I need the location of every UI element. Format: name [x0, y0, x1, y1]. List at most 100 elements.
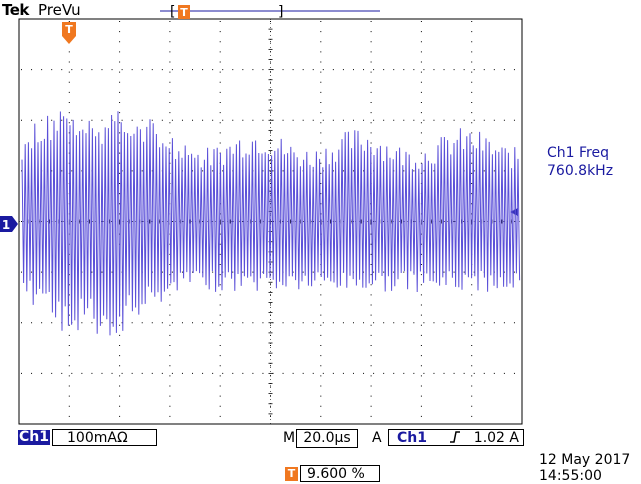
grid-dot	[169, 365, 171, 367]
grid-dot	[68, 142, 70, 144]
grid-dot	[420, 31, 422, 33]
grid-dot	[71, 170, 73, 172]
grid-dot	[270, 21, 271, 22]
ch1-indicator[interactable]: Ch1	[18, 429, 50, 445]
grid-dot	[161, 322, 163, 324]
grid-dot	[121, 119, 123, 121]
grid-dot	[320, 142, 322, 144]
grid-dot	[320, 334, 322, 336]
grid-dot	[320, 385, 322, 387]
trigger-readout[interactable]: Ch1 1.02 A	[388, 429, 524, 446]
grid-dot	[119, 415, 121, 417]
grid-dot	[232, 119, 234, 121]
grid-dot	[363, 372, 365, 374]
grid-dot	[403, 322, 405, 324]
grid-dot	[471, 122, 473, 124]
grid-dot	[68, 405, 70, 407]
grid-dot	[453, 271, 455, 273]
grid-dot	[403, 372, 405, 374]
grid-dot	[433, 170, 435, 172]
grid-dot	[219, 142, 221, 144]
grid-dot	[292, 69, 294, 71]
grid-dot	[202, 221, 204, 222]
ch1-ground-marker[interactable]: 1	[0, 216, 18, 232]
grid-dot	[219, 71, 221, 73]
grid-dot	[31, 372, 33, 374]
coupling-icon: Ω	[116, 430, 128, 446]
grid-dot	[270, 152, 271, 154]
grid-dot	[111, 372, 113, 374]
grid-dot	[513, 322, 515, 324]
grid-dot	[471, 132, 473, 134]
grid-dot	[302, 271, 304, 273]
grid-dot	[373, 69, 375, 71]
grid-dot	[463, 69, 465, 71]
grid-dot	[370, 243, 372, 245]
grid-dot	[101, 221, 103, 222]
grid-dot	[370, 71, 372, 73]
trigger-position-marker[interactable]: T	[62, 22, 76, 44]
grid-dot	[202, 170, 204, 172]
grid-dot	[71, 119, 73, 121]
grid-dot	[471, 112, 473, 114]
grid-dot	[169, 122, 171, 124]
grid-dot	[68, 81, 70, 83]
grid-dot	[68, 71, 70, 73]
grid-dot	[420, 334, 422, 336]
grid-dot	[121, 69, 123, 71]
grid-dot	[420, 61, 422, 63]
grid-dot	[91, 69, 93, 71]
grid-dot	[443, 271, 445, 273]
grid-dot	[31, 271, 33, 273]
grid-dot	[332, 119, 334, 121]
vertical-scale-readout[interactable]: 100mAΩ	[52, 429, 157, 446]
grid-dot	[169, 314, 171, 316]
grid-dot	[420, 274, 422, 276]
grid-dot	[242, 322, 244, 324]
grid-dot	[141, 322, 143, 324]
grid-dot	[81, 119, 83, 121]
grid-dot	[282, 322, 284, 324]
grid-dot	[373, 119, 375, 121]
grid-dot	[420, 385, 422, 387]
grid-dot	[471, 193, 473, 195]
grid-dot	[171, 271, 173, 273]
grid-dot	[352, 69, 354, 71]
grid-dot	[471, 213, 473, 215]
grid-dot	[320, 294, 322, 296]
grid-dot	[131, 322, 133, 324]
grid-dot	[270, 61, 271, 63]
trigger-position-readout[interactable]: 9.600 %	[300, 465, 380, 482]
grid-dot	[403, 271, 405, 273]
grid-dot	[312, 372, 314, 374]
grid-dot	[471, 375, 473, 377]
grid-dot	[252, 372, 254, 374]
grid-dot	[420, 112, 422, 114]
horizontal-scale-readout[interactable]: 20.0µs	[296, 429, 358, 448]
grid-dot	[471, 41, 473, 43]
grid-dot	[423, 170, 425, 172]
grid-dot	[370, 31, 372, 33]
grid-dot	[119, 81, 121, 83]
grid-dot	[403, 69, 405, 71]
grid-dot	[270, 365, 271, 367]
grid-dot	[370, 375, 372, 377]
record-view-right-bracket: ]	[278, 4, 283, 20]
grid-dot	[370, 415, 372, 417]
grid-dot	[212, 271, 214, 273]
grid-dot	[413, 372, 415, 374]
grid-dot	[443, 372, 445, 374]
grid-dot	[420, 365, 422, 367]
grid-dot	[420, 21, 422, 22]
grid-dot	[169, 21, 171, 22]
grid-dot	[453, 221, 455, 222]
grid-dot	[332, 170, 334, 172]
grid-dot	[282, 372, 284, 374]
grid-dot	[420, 81, 422, 83]
grid-dot	[393, 372, 395, 374]
grid-dot	[270, 91, 271, 93]
grid-dot	[121, 170, 123, 172]
grid-dot	[320, 314, 322, 316]
grid-dot	[270, 41, 271, 43]
grid-dot	[212, 119, 214, 121]
